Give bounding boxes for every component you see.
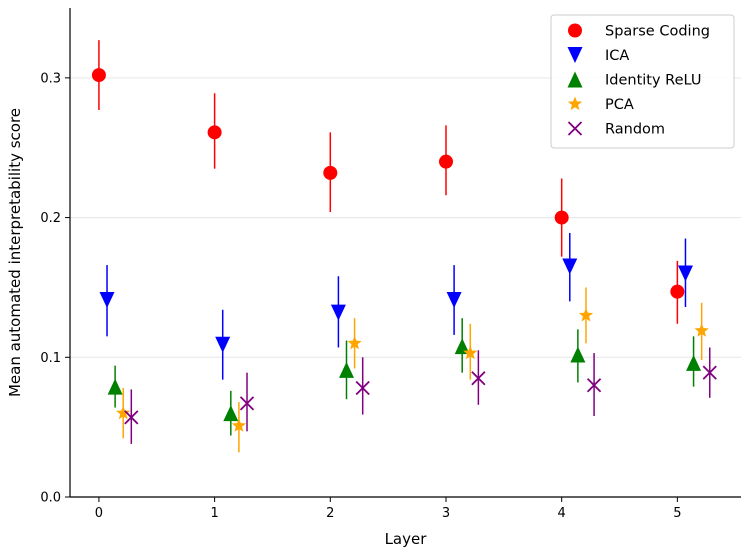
legend-marker [567, 96, 583, 111]
data-point [446, 292, 462, 309]
y-tick-label: 0.2 [40, 211, 61, 226]
data-point [694, 323, 709, 337]
data-point [107, 378, 123, 395]
data-point [99, 292, 115, 309]
data-point [347, 335, 362, 350]
legend-label: Sparse Coding [605, 24, 710, 40]
data-point [586, 378, 602, 393]
legend-label: Identity ReLU [605, 73, 702, 89]
data-point [330, 304, 346, 321]
legend-label: ICA [605, 48, 629, 64]
legend: Sparse Coding ICA Identity ReLU PCA Random [550, 14, 735, 149]
series-sparse-coding [91, 40, 685, 324]
data-point [562, 258, 578, 275]
x-tick-label: 2 [326, 506, 334, 521]
legend-marker [568, 23, 582, 38]
axes: 0.0 0.1 0.2 0.3 0 1 2 3 4 5 [40, 8, 741, 521]
data-point [702, 365, 717, 380]
data-point [578, 307, 594, 322]
data-point [677, 265, 693, 282]
data-point [338, 361, 354, 378]
data-point [239, 396, 255, 411]
y-axis-label: Mean automated interpretability score [6, 108, 24, 397]
y-tick-label: 0.1 [40, 351, 61, 366]
data-point [454, 338, 470, 355]
legend-item: Random [567, 121, 665, 138]
legend-item: Sparse Coding [568, 23, 710, 40]
y-tick-label: 0.0 [40, 491, 61, 506]
data-point [91, 68, 106, 83]
x-tick-label: 1 [210, 506, 218, 521]
data-point [554, 210, 569, 225]
data-point [686, 354, 702, 371]
legend-label: Random [605, 122, 665, 138]
legend-item: PCA [567, 96, 634, 113]
legend-item: Identity ReLU [567, 71, 702, 89]
legend-item: ICA [567, 47, 629, 64]
series-random [124, 347, 717, 444]
data-point [215, 336, 231, 353]
data-point [231, 418, 247, 432]
data-point [463, 345, 478, 360]
y-tick-label: 0.3 [40, 71, 61, 86]
legend-marker [567, 71, 583, 88]
x-tick-label: 3 [442, 506, 450, 521]
x-tick-label: 0 [95, 506, 103, 521]
legend-marker [567, 121, 583, 136]
legend-marker [567, 47, 583, 63]
data-points [91, 40, 717, 453]
data-point [207, 125, 222, 140]
data-point [355, 380, 370, 396]
data-point [323, 165, 338, 180]
data-point [223, 405, 239, 422]
data-point [116, 405, 131, 420]
data-point [438, 154, 453, 169]
data-point [124, 410, 139, 425]
legend-label: PCA [605, 97, 634, 113]
data-point [670, 284, 685, 299]
x-tick-label: 5 [673, 506, 681, 521]
x-axis-label: Layer [385, 530, 428, 547]
x-tick-label: 4 [558, 506, 566, 521]
data-point [570, 346, 586, 363]
series-identity-relu [107, 318, 702, 436]
data-point [471, 371, 486, 386]
legend-box [550, 14, 735, 149]
series-pca [116, 287, 709, 453]
series-ica [99, 232, 693, 380]
